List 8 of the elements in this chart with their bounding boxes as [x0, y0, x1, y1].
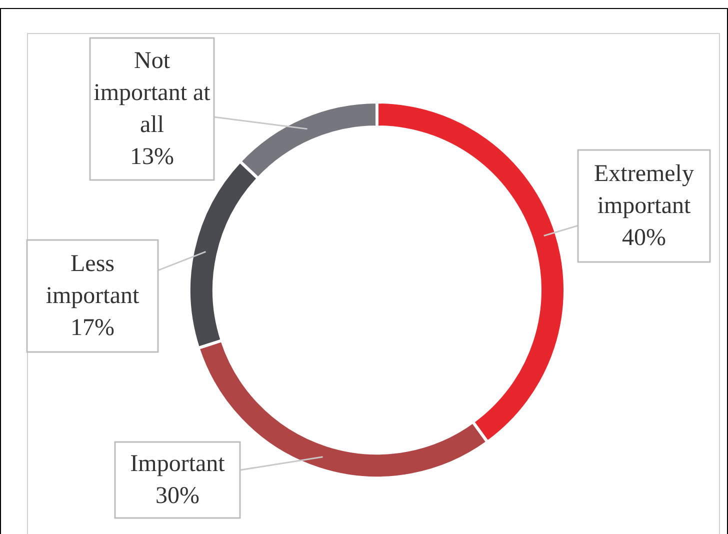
slice-label: Not important at all [92, 47, 212, 140]
data-label: 13% [130, 143, 174, 172]
data-label: 40% [622, 224, 666, 253]
slice-label: Extremely important [593, 160, 695, 221]
data-label: 17% [70, 314, 114, 343]
slice-label: Less important [44, 250, 140, 311]
slice-label: Important [130, 450, 225, 479]
data-label: 30% [156, 482, 200, 511]
